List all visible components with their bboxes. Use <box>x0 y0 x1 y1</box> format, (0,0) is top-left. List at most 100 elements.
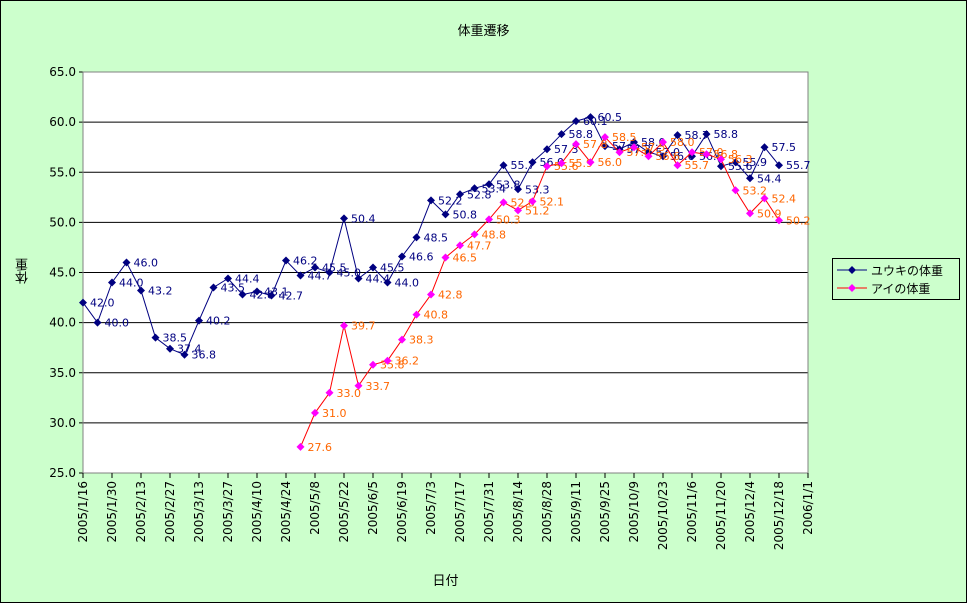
data-label: 42.7 <box>279 290 304 303</box>
data-point <box>688 148 696 157</box>
data-label: 40.8 <box>424 309 449 322</box>
data-point <box>586 113 595 122</box>
data-point <box>93 318 102 327</box>
data-point <box>572 140 580 149</box>
data-label: 50.4 <box>351 212 376 225</box>
data-label: 44.0 <box>119 277 144 290</box>
data-label: 50.9 <box>757 207 782 220</box>
data-point <box>659 138 667 147</box>
data-point <box>311 408 319 417</box>
data-point <box>441 210 450 219</box>
data-point <box>340 214 348 223</box>
x-tick-label: 2005/12/4 <box>743 481 757 543</box>
x-tick-label: 2005/3/13 <box>192 481 206 543</box>
data-label: 31.0 <box>322 407 347 420</box>
data-point <box>499 161 508 170</box>
x-tick-label: 2005/5/22 <box>337 481 351 543</box>
data-point <box>485 180 493 189</box>
data-point <box>209 283 218 292</box>
data-label: 52.2 <box>438 194 463 207</box>
data-point <box>354 274 363 283</box>
data-label: 51.2 <box>525 204 550 217</box>
data-point <box>673 131 682 140</box>
x-tick-label: 2005/7/31 <box>482 481 496 543</box>
data-point <box>456 241 464 250</box>
data-point <box>427 290 435 299</box>
x-tick-label: 2005/9/11 <box>569 481 583 543</box>
data-point <box>702 150 711 159</box>
data-point <box>224 274 232 283</box>
data-point <box>775 216 783 225</box>
data-point <box>195 316 203 325</box>
x-tick-label: 2005/6/5 <box>366 481 380 535</box>
data-point <box>644 152 653 161</box>
data-label: 38.5 <box>163 332 188 345</box>
data-label: 50.3 <box>496 213 521 226</box>
data-point <box>267 291 276 300</box>
legend-marker-yuki <box>837 266 867 274</box>
data-label: 40.2 <box>206 315 231 328</box>
data-label: 56.6 <box>656 150 681 163</box>
data-label: 48.5 <box>424 231 449 244</box>
x-tick-label: 2005/12/18 <box>772 481 786 550</box>
x-tick-label: 2005/11/20 <box>714 481 728 550</box>
data-point <box>499 198 508 207</box>
data-point <box>238 290 247 299</box>
x-tick-label: 2005/1/30 <box>105 481 119 543</box>
data-point <box>485 215 493 224</box>
x-tick-label: 2005/9/25 <box>598 481 612 543</box>
data-point <box>412 310 421 319</box>
data-point <box>79 298 87 307</box>
data-point <box>470 230 479 239</box>
x-tick-label: 2005/7/3 <box>424 481 438 535</box>
data-point <box>296 442 305 451</box>
data-point <box>166 344 174 353</box>
data-point <box>441 253 450 262</box>
data-label: 52.0 <box>511 196 536 209</box>
data-label: 36.8 <box>192 349 217 362</box>
data-point <box>731 186 740 195</box>
legend-entry-yuki: ユウキの体重 <box>837 261 943 279</box>
x-tick-label: 2005/7/17 <box>453 481 467 543</box>
data-point <box>180 350 189 359</box>
data-label: 42.0 <box>90 297 115 310</box>
data-label: 57.5 <box>641 141 666 154</box>
data-point <box>630 143 638 152</box>
data-point <box>369 263 377 272</box>
data-label: 60.5 <box>598 111 623 124</box>
data-label: 33.7 <box>366 380 391 393</box>
data-label: 53.8 <box>496 178 521 191</box>
data-point <box>775 161 783 170</box>
data-point <box>702 130 711 139</box>
y-tick-label: 30.0 <box>49 416 76 430</box>
x-tick-label: 2005/4/24 <box>279 481 293 543</box>
data-label: 58.0 <box>670 136 695 149</box>
y-tick-label: 40.0 <box>49 316 76 330</box>
data-label: 46.6 <box>409 250 434 263</box>
data-point <box>427 196 435 205</box>
x-tick-label: 2005/2/13 <box>134 481 148 543</box>
data-label: 53.2 <box>743 184 768 197</box>
data-point <box>746 174 754 183</box>
data-point <box>760 194 769 203</box>
data-point <box>514 185 522 194</box>
x-tick-label: 2005/3/27 <box>221 481 235 543</box>
data-point <box>296 271 305 280</box>
data-label: 43.5 <box>221 282 246 295</box>
data-label: 33.0 <box>337 387 362 400</box>
plot-border <box>82 71 809 474</box>
data-label: 55.7 <box>685 159 710 172</box>
data-point <box>673 161 682 170</box>
data-point <box>151 333 160 342</box>
data-label: 52.4 <box>772 192 797 205</box>
legend-label-ai: アイの体重 <box>871 281 931 296</box>
data-point <box>470 184 479 193</box>
data-label: 47.7 <box>467 239 492 252</box>
y-tick-label: 25.0 <box>49 466 76 480</box>
data-label: 46.0 <box>134 256 159 269</box>
x-tick-label: 2005/8/14 <box>511 481 525 543</box>
x-tick-label: 2005/10/23 <box>656 481 670 550</box>
data-label: 55.9 <box>569 157 594 170</box>
data-point <box>543 162 551 171</box>
data-point <box>746 209 754 218</box>
